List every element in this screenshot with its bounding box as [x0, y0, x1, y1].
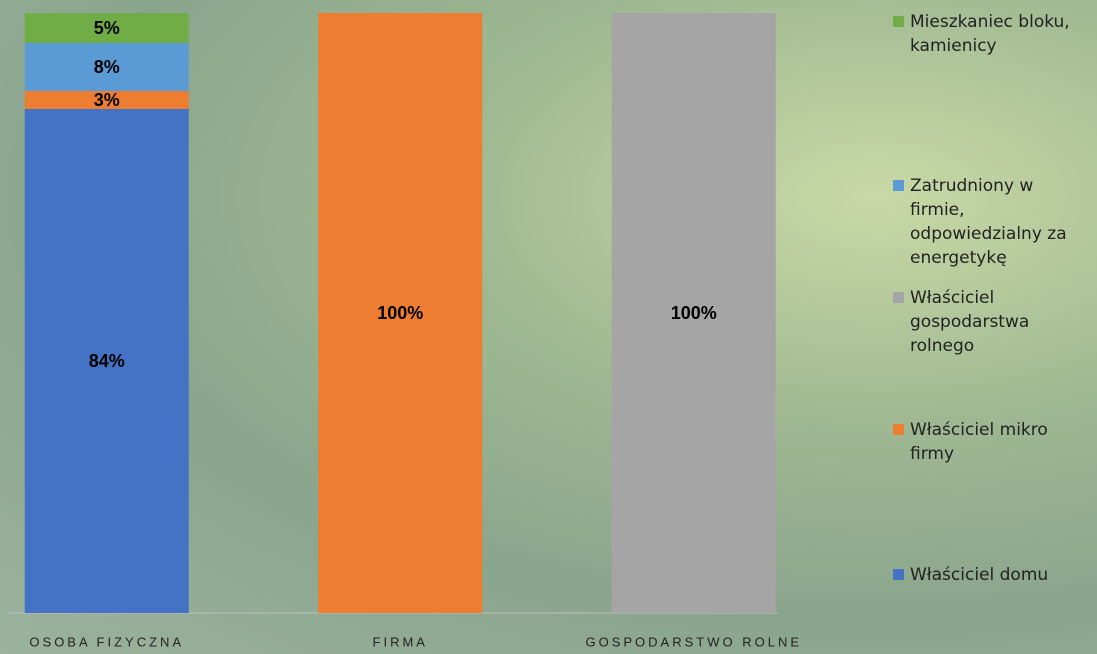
x-tick-label: FIRMA	[373, 634, 428, 649]
legend-swatch	[893, 569, 904, 580]
legend-swatch	[893, 180, 904, 191]
legend-label: Mieszkaniec bloku, kamienicy	[910, 12, 1070, 56]
data-label: 8%	[94, 57, 120, 77]
legend-label: Właściciel gospodarstwa rolnego	[910, 288, 1030, 356]
legend-item: Właściciel gospodarstwa rolnego	[893, 286, 1093, 358]
legend-item: Zatrudniony w firmie, odpowiedzialny za …	[893, 174, 1093, 270]
data-label: 3%	[94, 90, 120, 110]
data-label: 100%	[377, 303, 423, 323]
legend-swatch	[893, 292, 904, 303]
data-label: 5%	[94, 18, 120, 38]
legend-label: Właściciel mikro firmy	[910, 420, 1048, 464]
legend-item: Mieszkaniec bloku, kamienicy	[893, 10, 1093, 58]
legend-label: Zatrudniony w firmie, odpowiedzialny za …	[910, 176, 1067, 268]
legend-label: Właściciel domu	[910, 565, 1049, 585]
bar-segment	[24, 91, 189, 109]
data-label: 84%	[89, 351, 125, 371]
x-tick-label: OSOBA FIZYCZNA	[29, 634, 184, 649]
bar-segment	[24, 13, 189, 43]
data-label: 100%	[671, 303, 717, 323]
legend-item: Właściciel mikro firmy	[893, 418, 1093, 466]
legend-item: Właściciel domu	[893, 563, 1093, 587]
bar-segment	[24, 109, 189, 613]
bar-segment	[318, 13, 483, 613]
x-tick-label: GOSPODARSTWO ROLNE	[585, 634, 802, 649]
legend-swatch	[893, 424, 904, 435]
bar-segment	[24, 43, 189, 91]
bar-segment	[611, 13, 776, 613]
legend-swatch	[893, 16, 904, 27]
